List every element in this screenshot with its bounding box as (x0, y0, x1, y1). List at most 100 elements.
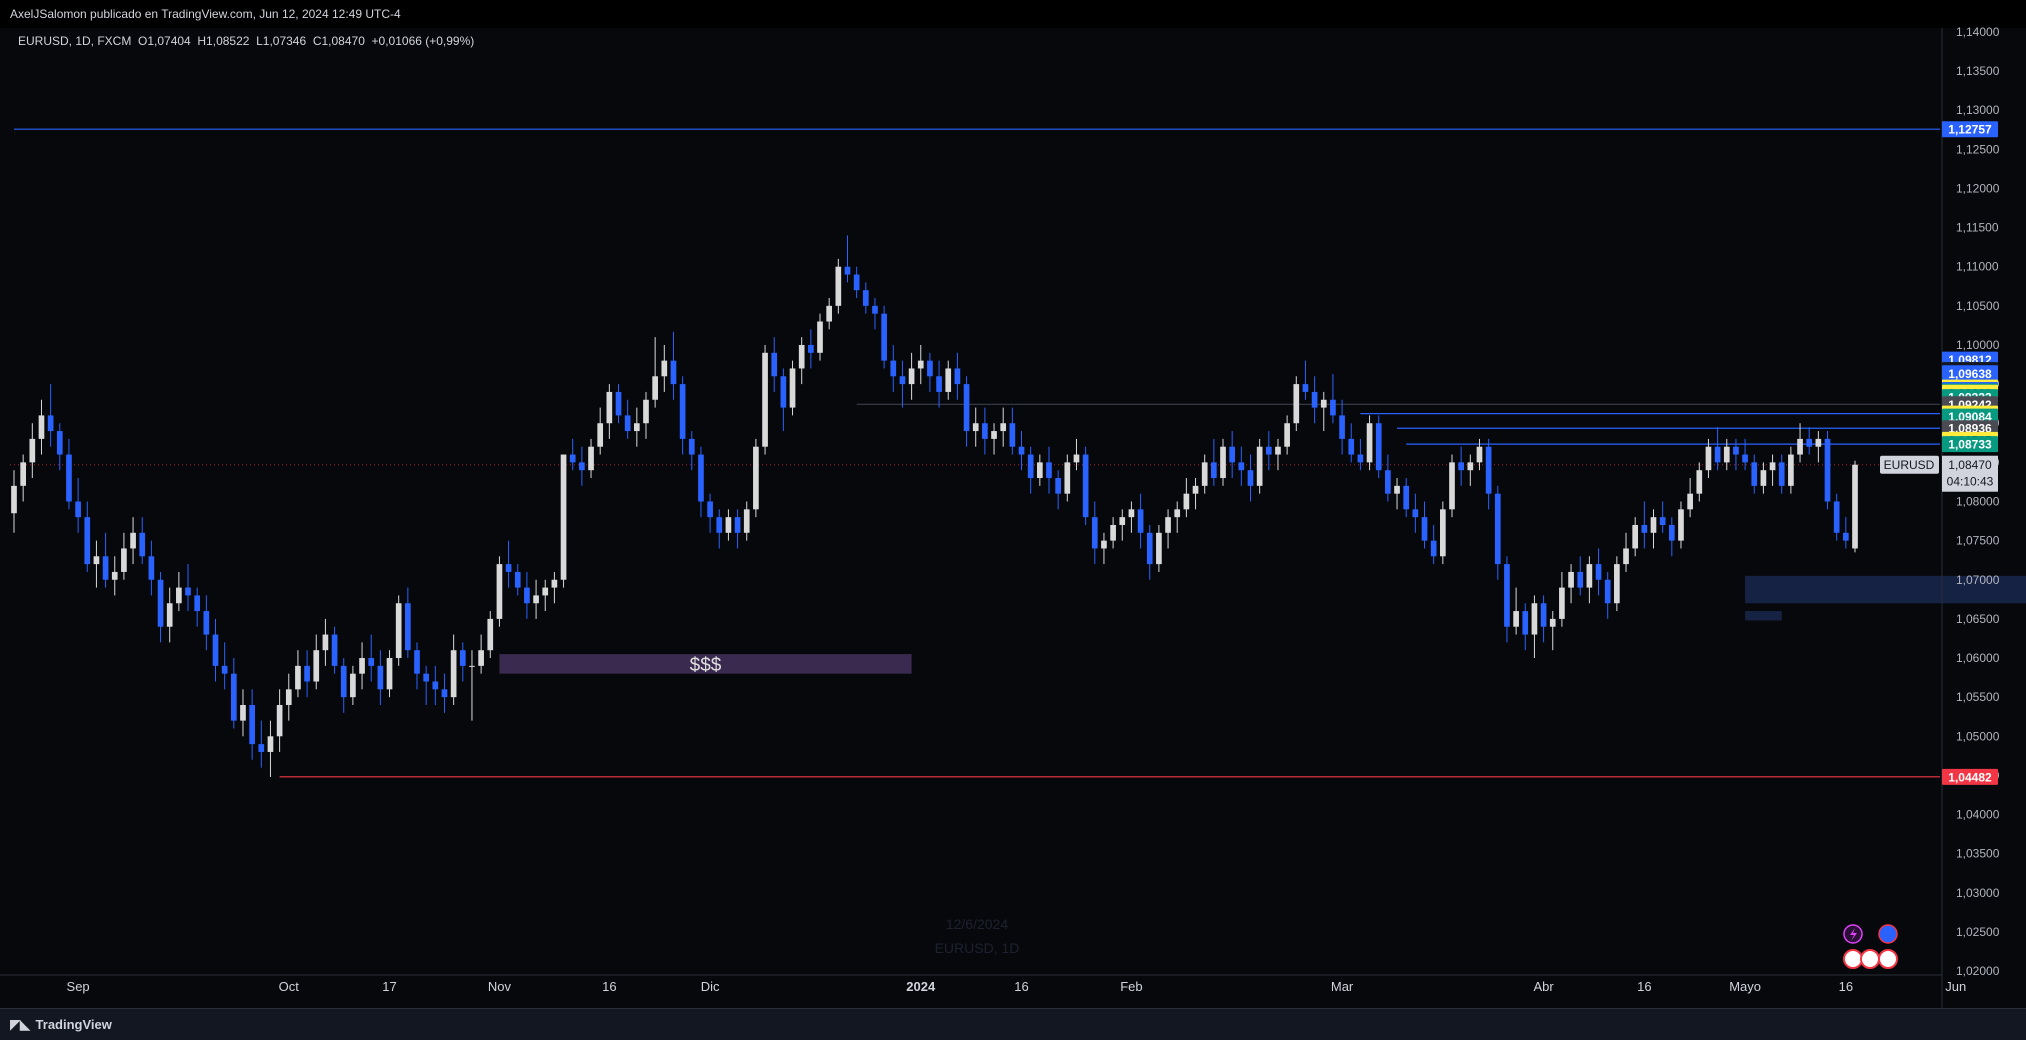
candle-body (1156, 532, 1162, 565)
candle-body (624, 415, 631, 432)
candle-body (1174, 509, 1181, 518)
y-tick-label: 1,07000 (1956, 573, 2000, 587)
candle-body (258, 744, 265, 752)
candle-body (1247, 470, 1254, 486)
candle-body (991, 431, 997, 439)
candle-body (542, 587, 549, 596)
candle-body (350, 673, 356, 698)
candle-body (1760, 470, 1767, 486)
symbol-tag-label: EURUSD (1884, 458, 1935, 472)
candle-body (1320, 399, 1327, 408)
candle-body (789, 368, 796, 408)
candle-body (487, 618, 494, 651)
y-tick-label: 1,06000 (1956, 651, 2000, 665)
candle-body (688, 438, 695, 455)
candle-body (1046, 462, 1052, 479)
candlestick-chart[interactable]: 12/6/2024 EURUSD, 1D $$$ 1,02000 1,02500 1… (0, 0, 2026, 1008)
x-tick-label: Feb (1120, 979, 1142, 994)
candle-body (1687, 493, 1693, 510)
candle-body (423, 673, 430, 682)
price-tag (1942, 121, 1998, 138)
candle-body (615, 391, 622, 416)
x-tick-label: 16 (1839, 979, 1853, 994)
candle-body (1339, 415, 1345, 439)
watermark-layer: 12/6/2024 EURUSD, 1D (935, 916, 1020, 956)
x-tick-label: 16 (1014, 979, 1028, 994)
candle-body (1742, 454, 1748, 463)
candle-body (551, 579, 558, 588)
event-flags[interactable] (1843, 924, 1898, 969)
candle-body (1275, 446, 1281, 455)
candle-body (1000, 423, 1007, 432)
candle-body (725, 517, 732, 533)
candle-body (395, 603, 402, 659)
us-flag-icon[interactable] (1843, 949, 1863, 969)
x-tick-label: 16 (1637, 979, 1651, 994)
watermark-symbol: EURUSD, 1D (935, 940, 1020, 956)
candle-body (1705, 446, 1712, 471)
candle-body (1494, 493, 1501, 565)
candle-body (1238, 462, 1245, 471)
candle-body (1806, 438, 1813, 447)
y-tick-label: 1,07500 (1956, 534, 2000, 548)
candle-body (1220, 446, 1226, 479)
price-tag (1942, 768, 1998, 785)
candle-body (734, 517, 741, 533)
brand-label: TradingView (35, 1016, 112, 1032)
candle-body (29, 438, 36, 463)
candle-body (936, 376, 942, 392)
us-flag-icon[interactable] (1860, 949, 1880, 969)
candle-body (56, 431, 63, 455)
candle-body (1751, 462, 1758, 486)
candle-body (917, 360, 924, 369)
candle-body (1577, 571, 1584, 588)
candle-body (881, 313, 887, 361)
candle-body (1769, 462, 1776, 471)
candle-body (212, 634, 219, 666)
current-price-tag (1942, 455, 1998, 492)
x-tick-label: 2024 (906, 979, 936, 994)
current-price-label: 1,08470 (1948, 458, 1992, 472)
candle-body (872, 305, 878, 314)
candle-body (1531, 603, 1538, 635)
candle-body (890, 360, 897, 377)
candle-body (771, 352, 778, 377)
candle-body (972, 423, 979, 432)
price-tag-label: 1,12757 (1948, 123, 1992, 137)
candle-body (1128, 509, 1135, 518)
x-tick-label: Jun (1945, 979, 1966, 994)
candle-body (469, 665, 475, 667)
us-flag-icon[interactable] (1878, 949, 1898, 969)
candle-body (1614, 564, 1620, 604)
candle-body (1009, 423, 1016, 447)
candle-body (908, 368, 915, 385)
candle-body (157, 579, 164, 627)
candle-body (808, 344, 814, 353)
x-tick-label: Mar (1331, 979, 1354, 994)
candle-body (606, 391, 613, 424)
candle-body (1211, 462, 1217, 479)
candle-body (1540, 603, 1547, 627)
candle-body (1229, 446, 1236, 463)
tradingview-logo-icon: ◤◣ (10, 1015, 31, 1032)
candle-body (359, 658, 365, 674)
candle-body (1714, 446, 1721, 463)
candle-body (1302, 384, 1309, 392)
y-tick-label: 1,14000 (1956, 25, 2000, 39)
eu-event-icon[interactable] (1878, 924, 1898, 944)
candle-body (560, 454, 567, 580)
candle-body (1788, 454, 1794, 486)
candle-body (1357, 454, 1364, 463)
candle-body (377, 665, 384, 690)
tradingview-brand[interactable]: ◤◣ TradingView (10, 1013, 112, 1035)
candle-body (1623, 548, 1629, 565)
price-zone (499, 654, 912, 674)
candle-body (1586, 564, 1593, 588)
candle-body (66, 454, 72, 502)
price-tag (1942, 365, 1998, 382)
candle-body (1513, 611, 1519, 627)
candle-body (1091, 517, 1098, 549)
candle-body (1641, 524, 1648, 533)
candle-body (1852, 464, 1858, 549)
publisher-bar: AxelJSalomon publicado en TradingView.co… (0, 0, 2026, 28)
